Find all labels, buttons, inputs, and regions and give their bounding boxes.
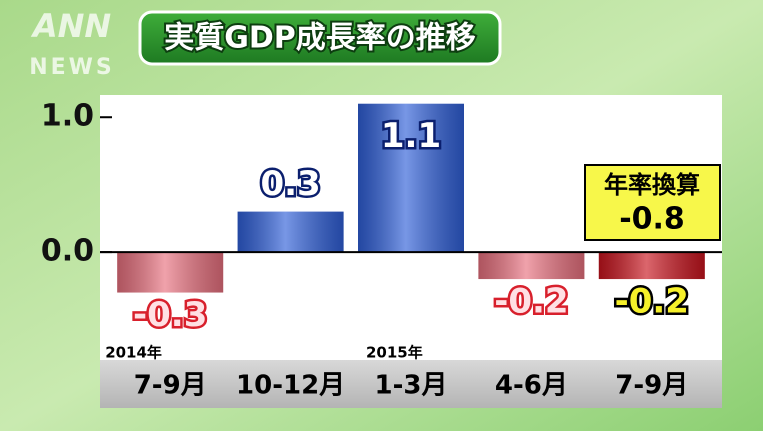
value-label: -0.2	[615, 282, 689, 322]
year-label: 2015年	[366, 344, 423, 362]
x-tick-label: 7-9月	[134, 371, 207, 401]
x-tick-label: 10-12月	[236, 371, 345, 401]
value-label: -0.3	[133, 295, 207, 335]
watermark: ANN	[30, 7, 112, 45]
annotation-label: 年率換算	[604, 171, 700, 199]
value-label: -0.2	[494, 282, 568, 322]
x-tick-label: 4-6月	[495, 371, 568, 401]
x-tick-label: 7-9月	[615, 371, 688, 401]
y-tick-label: 0.0	[41, 234, 94, 269]
x-tick-label: 1-3月	[375, 371, 448, 401]
annotation-value: -0.8	[619, 202, 685, 237]
chart-title: 実質GDP成長率の推移	[164, 21, 476, 56]
bar-shine	[598, 252, 705, 280]
bar-shine	[117, 252, 224, 293]
title-box	[138, 10, 502, 66]
category-band	[100, 360, 722, 408]
y-tick-label: 1.0	[41, 99, 94, 134]
value-label: 0.3	[260, 164, 320, 204]
bar-shine	[478, 252, 585, 280]
bar-shine	[237, 211, 344, 253]
watermark-sub: NEWS	[29, 55, 115, 80]
year-label: 2014年	[105, 344, 162, 362]
annotation-box	[584, 164, 721, 241]
value-label: 1.1	[381, 116, 441, 156]
bar-shine	[358, 103, 464, 253]
